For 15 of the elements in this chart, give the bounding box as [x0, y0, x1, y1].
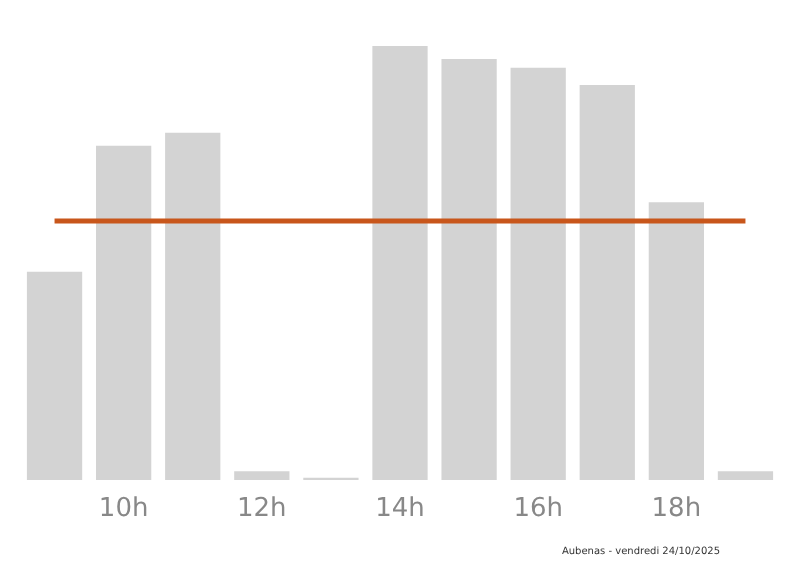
x-tick-label: 14h — [375, 494, 425, 524]
bar — [717, 471, 774, 480]
bar — [372, 46, 428, 480]
x-tick-label: 12h — [237, 494, 287, 524]
bar — [510, 67, 566, 480]
bar — [441, 59, 497, 480]
bar — [579, 85, 635, 480]
bar — [26, 271, 83, 480]
bar — [96, 145, 152, 480]
x-tick-label: 16h — [513, 494, 563, 524]
bar — [165, 132, 221, 480]
bar — [234, 471, 290, 480]
x-tick-label: 18h — [651, 494, 702, 524]
bar — [648, 202, 704, 480]
x-tick-label: 10h — [98, 494, 149, 524]
